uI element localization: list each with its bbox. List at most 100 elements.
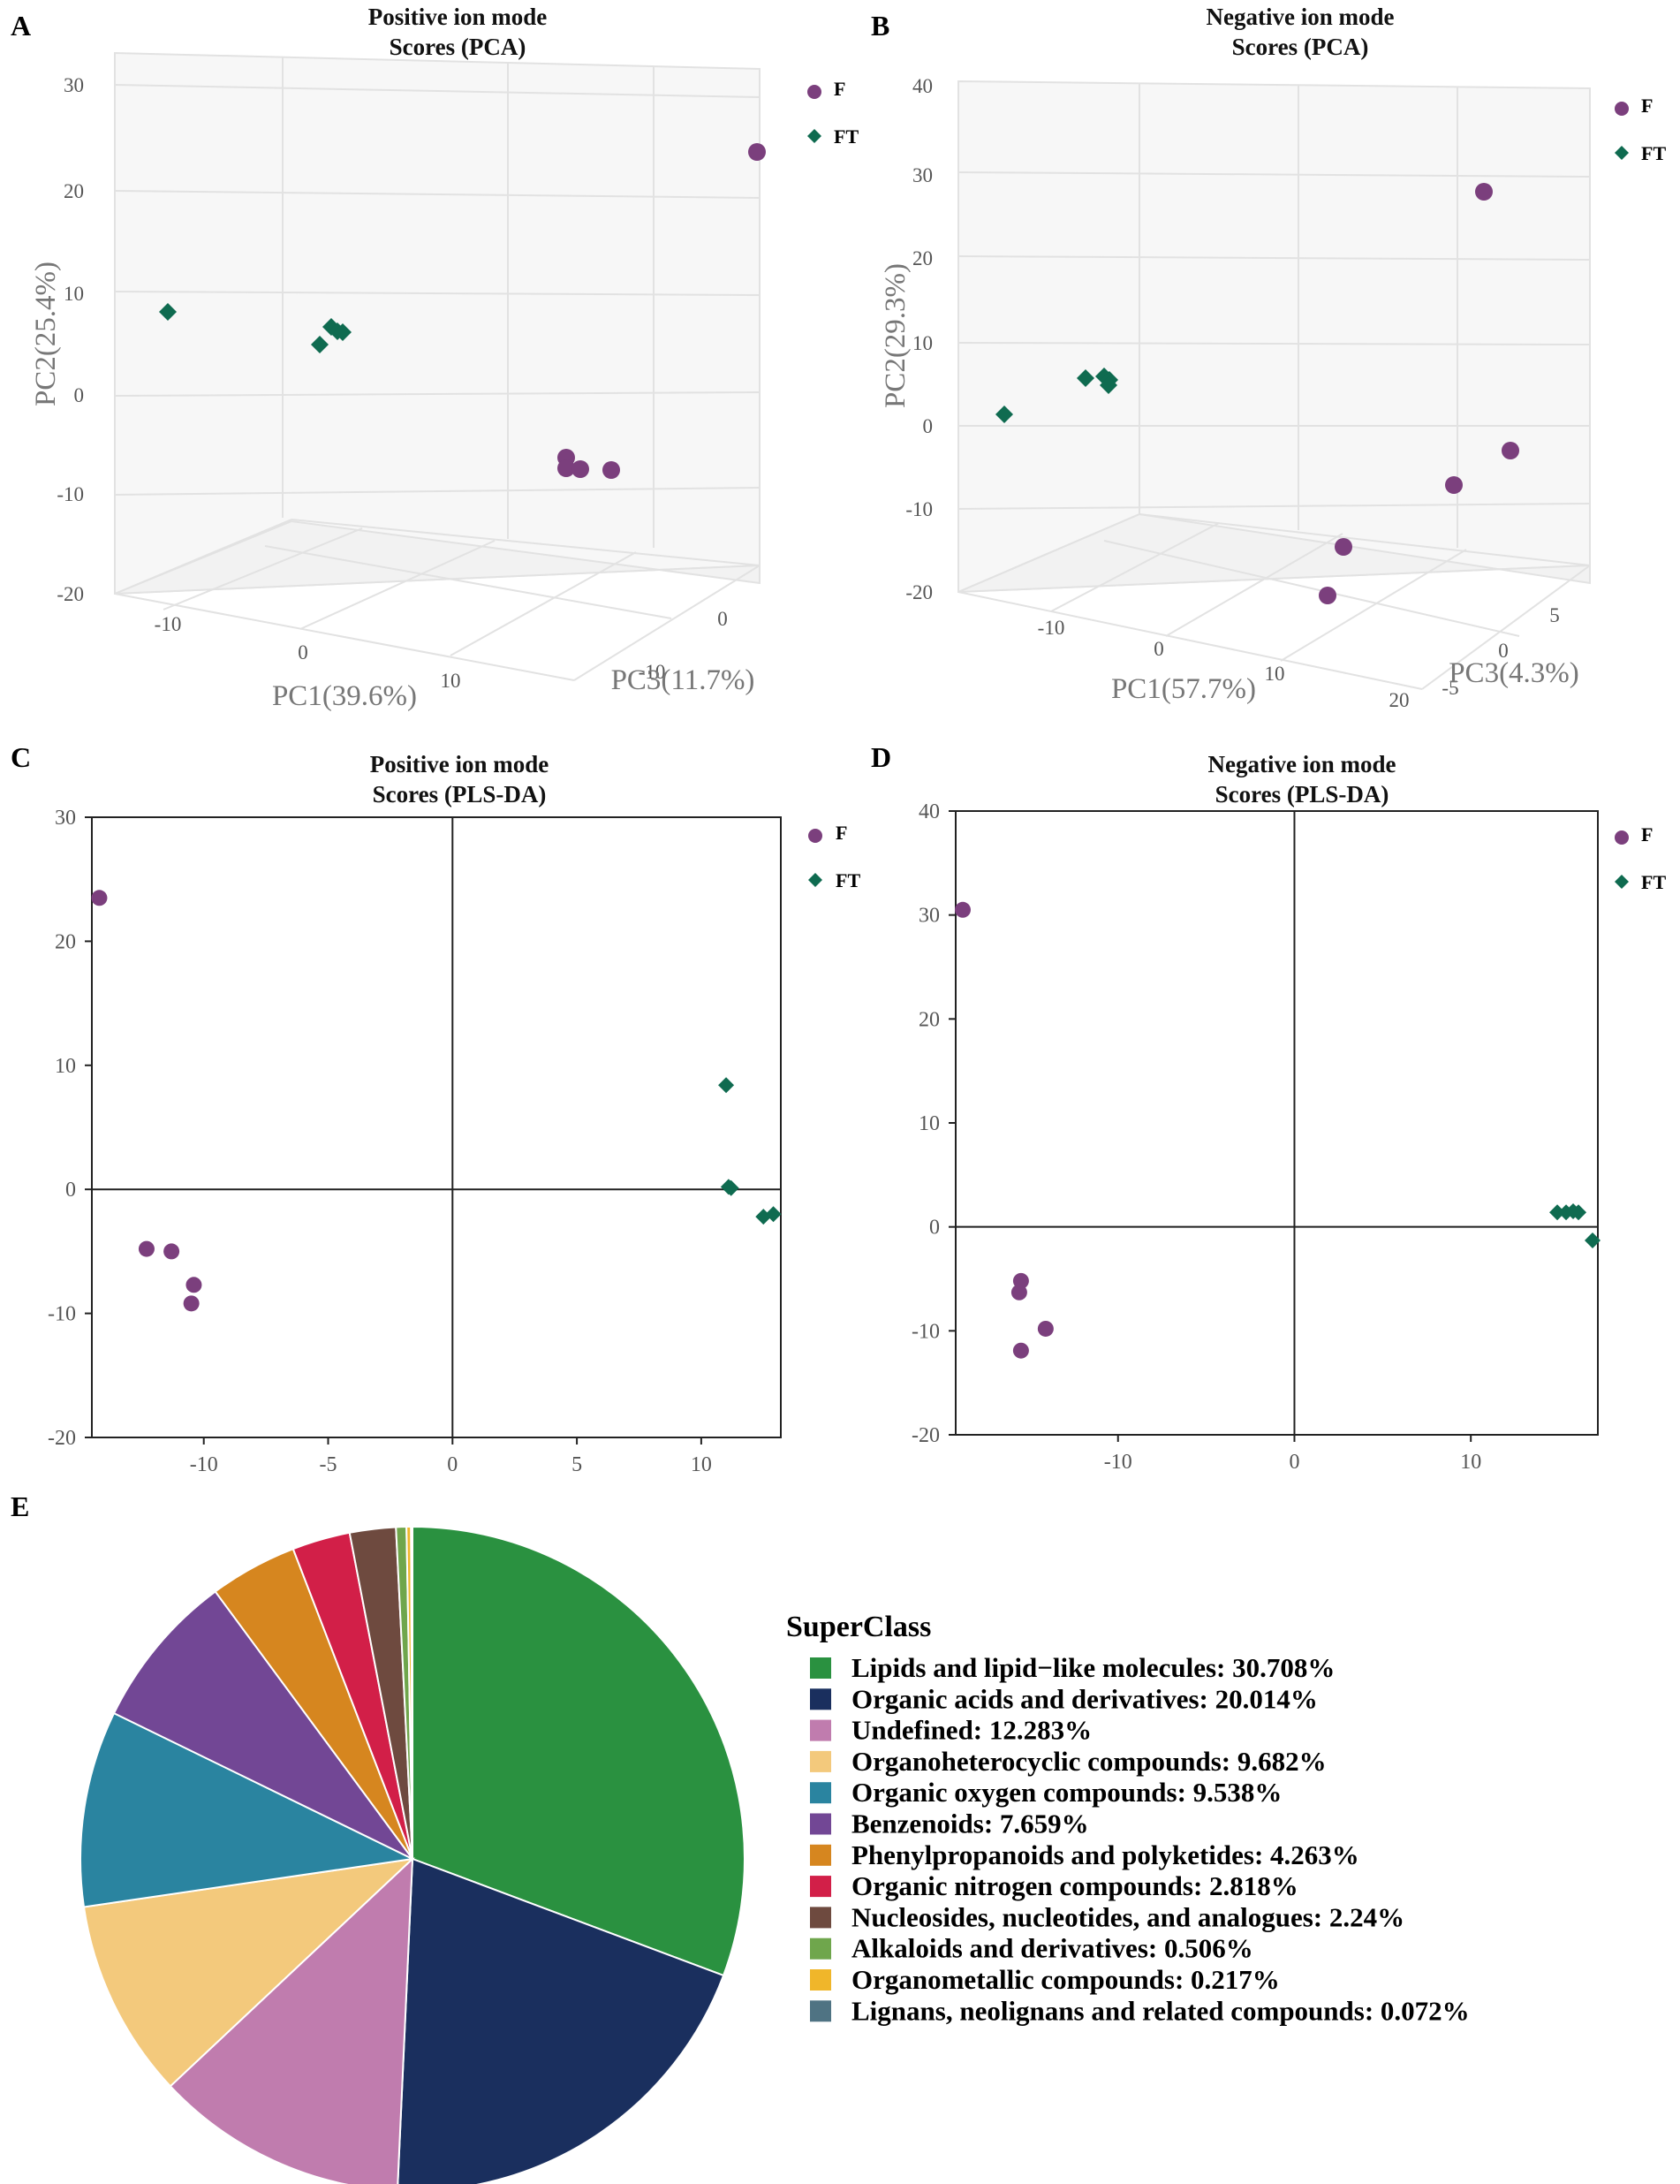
legend-f-marker	[808, 829, 822, 843]
pie-legend-swatch	[810, 1844, 831, 1866]
pie-legend-label: Lipids and lipid−like molecules: 30.708%	[851, 1652, 1335, 1683]
point-f	[163, 1243, 180, 1260]
pie-legend-swatch	[810, 1782, 831, 1804]
panel-b-3d-box	[957, 80, 1591, 690]
panel-b-point-f	[1502, 442, 1519, 459]
y-tick-label: 20	[919, 1008, 940, 1031]
y-tick-label: 10	[919, 1112, 940, 1135]
panel-d-title-line1: Negative ion mode	[1208, 751, 1396, 777]
panel-b-z-tick: 0	[1498, 640, 1509, 662]
panel-e-superclass-pie: E SuperClass Lipids and lipid−like molec…	[11, 1490, 1470, 2184]
panel-d-legend: F FT	[1615, 823, 1666, 893]
panel-a-point-f	[748, 143, 766, 161]
panel-b-pca-negative: B Negative ion mode Scores (PCA)	[871, 4, 1666, 711]
pie-slice	[82, 1857, 416, 2088]
panel-a-y-label: PC2(25.4%)	[30, 262, 62, 406]
point-f	[1010, 1284, 1027, 1301]
panel-c-plot-area	[91, 816, 782, 1438]
panel-d-plsda-negative: D Negative ion mode Scores (PLS-DA) -10 0…	[871, 741, 1666, 1474]
panel-a-y-tick: 30	[64, 74, 84, 96]
panel-b-x-tick: -10	[1038, 617, 1065, 639]
panel-a-y-tick: -20	[57, 583, 84, 605]
panel-d-plot-area	[955, 810, 1599, 1436]
panel-c-legend: F FT	[808, 822, 860, 891]
panel-a-point-ft	[334, 323, 352, 341]
pie-legend-swatch	[810, 1750, 831, 1772]
x-tick-label: -10	[190, 1453, 218, 1476]
panel-b-y-tick: -10	[905, 498, 933, 520]
panel-label-c: C	[11, 741, 31, 773]
legend-ft-marker	[808, 873, 822, 887]
panel-b-z-tick: -5	[1442, 677, 1458, 699]
panel-a-z-tick: 0	[717, 608, 728, 630]
pie-legend-label: Nucleosides, nucleotides, and analogues:…	[851, 1901, 1404, 1932]
point-ft	[1570, 1204, 1587, 1221]
panel-b-point-f	[1445, 476, 1463, 494]
point-f	[1037, 1320, 1054, 1337]
x-tick-label: 5	[571, 1453, 582, 1476]
x-tick-label: 10	[1460, 1451, 1481, 1474]
panel-a-point-ft	[159, 303, 177, 321]
point-f	[91, 890, 108, 906]
legend-ft-label: FT	[836, 869, 860, 891]
pie-legend-swatch	[810, 1938, 831, 1960]
x-tick-label: 0	[1289, 1451, 1299, 1474]
legend-ft-marker	[1615, 146, 1629, 160]
y-tick-label: 10	[55, 1055, 76, 1078]
legend-f-marker	[1615, 830, 1629, 845]
pie-slice	[410, 1525, 413, 1860]
legend-ft-label: FT	[1641, 871, 1666, 893]
panel-b-y-label: PC2(29.3%)	[880, 263, 912, 408]
legend-f-label: F	[834, 78, 845, 100]
panel-b-z-tick: 5	[1549, 604, 1560, 626]
panel-a-y-tick: 0	[74, 384, 85, 406]
pie-legend-label: Organoheterocyclic compounds: 9.682%	[851, 1746, 1327, 1777]
panel-a-x-tick: 0	[298, 641, 308, 664]
panel-a-z-label: PC3(11.7%)	[611, 664, 755, 696]
panel-a-3d-box	[114, 51, 761, 681]
y-tick-label: -10	[912, 1320, 940, 1343]
panel-a-pca-positive: A Positive ion mode Scores (PCA)	[11, 4, 859, 712]
point-f	[185, 1277, 202, 1293]
x-tick-label: 0	[447, 1453, 458, 1476]
point-ft	[765, 1206, 782, 1223]
legend-ft-label: FT	[834, 125, 859, 148]
pie-legend-swatch	[810, 1719, 831, 1741]
panel-a-legend: F FT	[807, 78, 859, 148]
y-tick-label: 40	[919, 800, 940, 823]
panel-label-a: A	[11, 10, 31, 42]
panel-a-y-tick: 20	[64, 180, 84, 202]
pie-slice	[412, 1525, 745, 1977]
y-tick-label: -20	[48, 1427, 76, 1450]
pie-slice	[79, 1711, 416, 1908]
panel-a-point-ft	[311, 336, 329, 353]
panel-b-y-tick: 30	[912, 164, 933, 186]
panel-b-y-tick: 0	[923, 415, 934, 437]
panel-label-b: B	[871, 10, 889, 42]
x-tick-label: -5	[320, 1453, 337, 1476]
y-tick-label: 30	[55, 807, 76, 830]
panel-b-y-tick: 10	[912, 332, 933, 354]
panel-a-point-f	[602, 461, 620, 479]
legend-f-marker	[807, 85, 821, 99]
panel-b-point-f	[1335, 538, 1352, 556]
point-ft	[1585, 1232, 1601, 1248]
panel-a-y-tick: 10	[64, 283, 84, 305]
point-ft	[1549, 1204, 1566, 1221]
pie-legend-label: Alkaloids and derivatives: 0.506%	[851, 1933, 1253, 1964]
panel-b-y-ticks: 40 30 20 10 0 -10 -20	[905, 75, 933, 603]
panel-b-points	[995, 183, 1519, 604]
pie-legend-label: Lignans, neolignans and related compound…	[851, 1995, 1470, 2026]
y-tick-label: 30	[919, 905, 940, 928]
y-tick-label: 20	[55, 930, 76, 953]
pie-legend-label: Benzenoids: 7.659%	[851, 1809, 1089, 1839]
panel-b-x-ticks: -10 0 10 20	[1038, 617, 1410, 711]
panel-b-point-ft	[995, 406, 1013, 423]
point-f	[954, 901, 971, 918]
legend-ft-marker	[807, 129, 821, 143]
panel-c-title-line2: Scores (PLS-DA)	[373, 781, 547, 808]
pie-legend-label: Organic nitrogen compounds: 2.818%	[851, 1870, 1298, 1901]
panel-c-plsda-positive: C Positive ion mode Scores (PLS-DA) -10 -…	[11, 741, 860, 1476]
point-f	[1012, 1342, 1029, 1359]
pie-slice	[112, 1590, 413, 1860]
